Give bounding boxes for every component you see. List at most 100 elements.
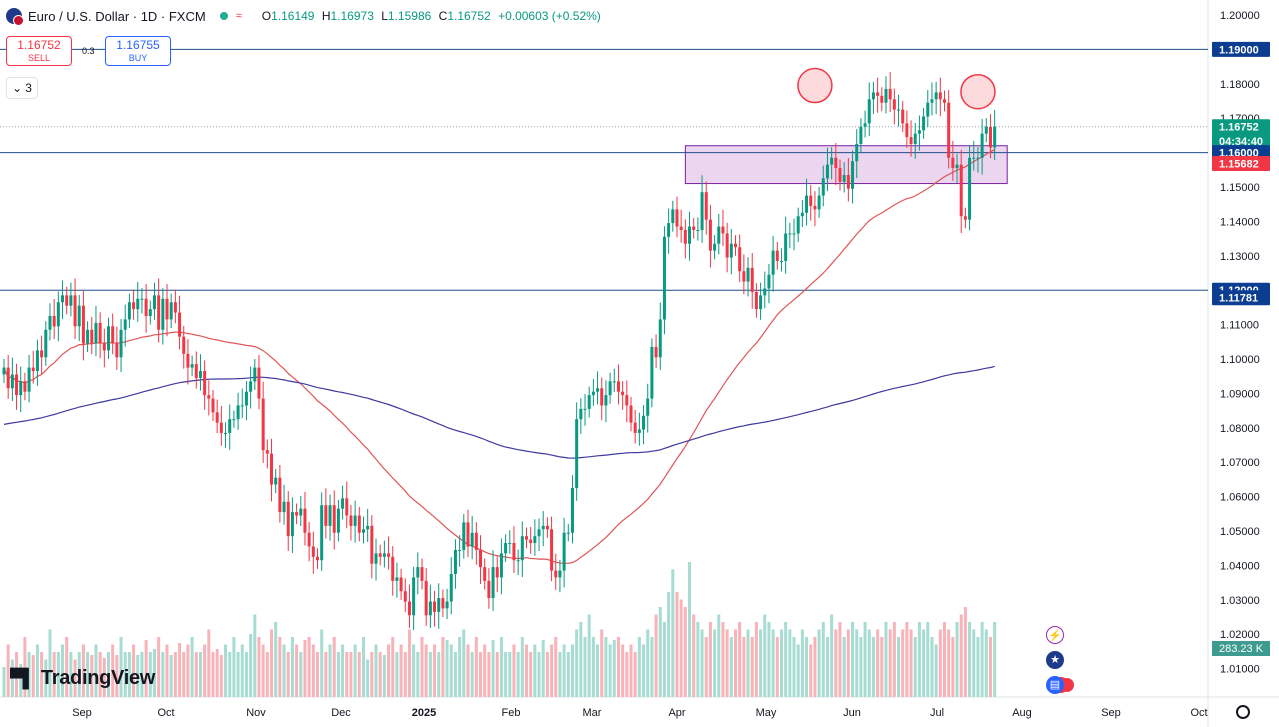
volume-bar [629, 644, 633, 697]
buy-price: 1.16755 [116, 38, 160, 52]
candle-body [512, 543, 516, 561]
volume-bar [353, 644, 357, 697]
volume-bar [311, 644, 315, 697]
volume-bar [441, 637, 445, 697]
volume-bar [144, 640, 148, 697]
double-top-highlight-circle [797, 67, 833, 104]
volume-bar [27, 652, 31, 697]
volume-bar [909, 629, 913, 697]
volume-bar [81, 644, 85, 697]
volume-label: 283.23 K [1219, 643, 1264, 655]
volume-bar [892, 622, 896, 697]
candle-body [604, 395, 608, 406]
buy-button[interactable]: 1.16755 BUY [105, 36, 171, 66]
volume-bar [922, 629, 926, 697]
volume-bar [387, 644, 391, 697]
volume-bar [391, 637, 395, 697]
tradingview-logo[interactable]: ▀▌ TradingView [10, 667, 155, 690]
candle-body [930, 99, 934, 103]
candle-body [725, 233, 729, 258]
volume-bar [169, 655, 173, 697]
candle-body [692, 226, 696, 230]
x-axis-tick-label: Oct [1190, 707, 1207, 719]
candle-body [771, 250, 775, 275]
candle-body [922, 116, 926, 131]
candle-body [562, 532, 566, 571]
candle-body [458, 549, 462, 551]
candle-body [198, 371, 202, 378]
candle-body [470, 532, 474, 547]
settings-gear-icon[interactable] [1236, 705, 1250, 719]
candle-body [667, 223, 671, 237]
candle-body [980, 133, 984, 158]
volume-bar [959, 614, 963, 697]
volume-bar [504, 652, 508, 697]
candle-body [550, 529, 554, 571]
candle-body [211, 398, 215, 413]
candle-body [779, 260, 783, 262]
candle-body [270, 453, 274, 485]
candle-body [282, 501, 286, 513]
candle-body [742, 271, 746, 282]
candle-body [972, 157, 976, 159]
candle-body [341, 498, 345, 509]
volume-bar [805, 637, 809, 697]
volume-bar [328, 644, 332, 697]
y-axis-tick-label: 1.18000 [1220, 79, 1260, 91]
volume-bar [871, 637, 875, 697]
candle-body [244, 391, 248, 406]
candle-body [570, 488, 574, 533]
candle-body [441, 598, 445, 609]
volume-bar [127, 652, 131, 697]
candle-body [993, 126, 997, 148]
volume-bar [725, 629, 729, 697]
volume-bar [361, 637, 365, 697]
x-axis-tick-label: 2025 [412, 707, 436, 719]
candle-body [788, 233, 792, 235]
volume-label-bg [1212, 641, 1270, 656]
us-event-icon[interactable]: ▤ [1046, 676, 1064, 694]
candle-body [111, 326, 115, 344]
volume-bar [98, 652, 102, 697]
volume-bar [52, 652, 56, 697]
candle-body [809, 195, 813, 206]
eu-event-icon[interactable]: ★ [1046, 651, 1064, 669]
volume-bar [951, 637, 955, 697]
candle-body [537, 529, 541, 537]
volume-bar [487, 652, 491, 697]
volume-bar [646, 629, 650, 697]
candle-body [148, 309, 152, 316]
candle-body [115, 343, 119, 358]
volume-bar [357, 652, 361, 697]
volume-bar [433, 644, 437, 697]
close-value: 1.16752 [447, 9, 491, 23]
volume-bar [403, 652, 407, 697]
indicators-toggle-button[interactable]: ⌄ 3 [6, 77, 38, 99]
sell-button[interactable]: 1.16752 SELL [6, 36, 72, 66]
volume-bar [671, 569, 675, 697]
symbol-title[interactable]: Euro / U.S. Dollar · 1D · FXCM [28, 8, 206, 24]
volume-bar [734, 629, 737, 697]
candle-body [203, 371, 207, 396]
candle-body [474, 532, 478, 550]
volume-bar [190, 637, 194, 697]
candle-body [295, 512, 299, 516]
volume-bar [115, 655, 119, 697]
volume-bar [40, 652, 44, 697]
volume-bar [186, 644, 190, 697]
volume-bar [825, 637, 829, 697]
candle-body [69, 295, 73, 306]
volume-bar [445, 640, 449, 697]
candle-body [926, 102, 930, 117]
candle-body [190, 364, 194, 368]
candle-body [629, 405, 633, 423]
volume-bar [988, 637, 992, 697]
candle-body [178, 312, 182, 337]
candle-body [257, 367, 261, 399]
y-axis-tick-label: 1.06000 [1220, 492, 1260, 504]
flash-event-icon[interactable]: ⚡ [1046, 626, 1064, 644]
volume-bar [203, 644, 207, 697]
volume-bar [479, 652, 483, 697]
candle-body [370, 525, 374, 564]
